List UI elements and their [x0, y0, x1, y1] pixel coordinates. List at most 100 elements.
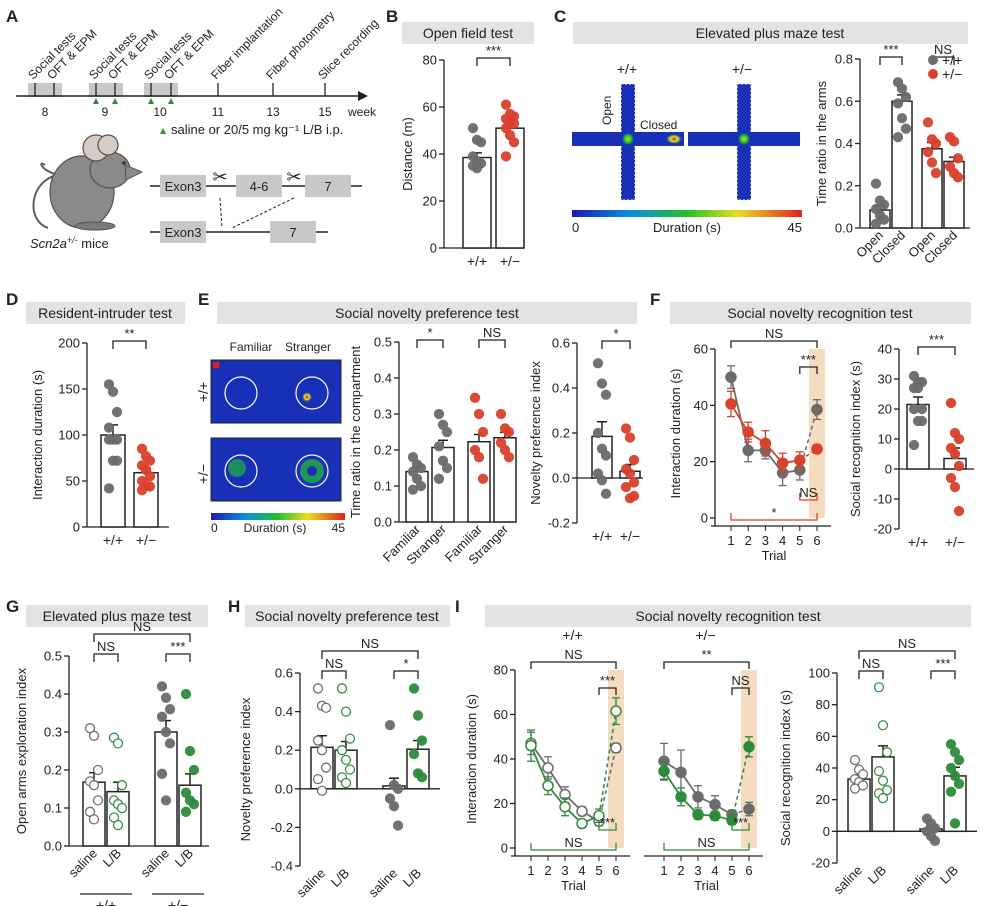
week-label: 8 — [42, 105, 49, 119]
heatmap-label-het: +/− — [732, 61, 752, 77]
title-bar-e: Social novelty preference test — [217, 302, 637, 324]
data-point — [952, 172, 964, 183]
data-point — [336, 745, 348, 756]
title-b: Open field test — [423, 25, 513, 41]
data-point — [953, 433, 965, 445]
title-i: Social novelty recognition test — [635, 608, 820, 624]
y-tick-label: 30 — [878, 372, 892, 387]
data-point — [628, 477, 640, 488]
mouse-illustration-icon — [32, 134, 144, 231]
chart-F2: -20 -10 0 10 20 30 40 Social recognition index … — [848, 332, 974, 550]
significance-label: *** — [486, 43, 501, 58]
x-tick-label: +/− — [500, 253, 520, 269]
data-point — [475, 137, 487, 148]
data-point — [892, 98, 904, 109]
data-point — [156, 768, 168, 779]
data-point — [416, 772, 428, 783]
y-tick-label: 60 — [694, 342, 708, 357]
data-point — [344, 733, 356, 744]
y-tick-label: 0.2 — [374, 443, 392, 458]
significance-label: *** — [733, 815, 748, 830]
y-tick-label: 40 — [878, 342, 892, 357]
data-point — [477, 426, 489, 438]
significance-label: *** — [600, 673, 615, 688]
data-point — [316, 785, 328, 796]
data-point — [949, 770, 961, 782]
x-tick-label: 3 — [561, 863, 568, 878]
data-point — [467, 122, 479, 134]
data-point — [92, 764, 104, 776]
chart-H: -0.4 -0.2 0.0 0.2 0.4 0.6 Novelty preference i… — [238, 636, 440, 901]
panel-label-g: G — [6, 597, 19, 616]
data-point — [576, 805, 588, 818]
x-axis-label: Trial — [694, 878, 719, 893]
significance-label: NS — [862, 656, 880, 671]
trial6-shade — [741, 670, 757, 848]
chart-I1: 0 20 40 60 80 Interaction duration (s) 1 2 3 4 5 6 T… — [464, 627, 630, 893]
legend-label: +/+ — [942, 52, 962, 68]
title-bar-g: Elevated plus maze test — [26, 605, 208, 627]
data-point — [949, 747, 961, 758]
y-axis-label: Novelty preference index — [528, 361, 543, 505]
y-tick-label: 80 — [816, 697, 830, 712]
week-label: 13 — [266, 105, 280, 119]
data-point — [433, 473, 445, 484]
data-point — [896, 83, 908, 94]
y-tick-label: 40 — [494, 752, 508, 767]
panel-label-d: D — [6, 290, 18, 309]
y-tick-label: 0.4 — [835, 136, 853, 151]
y-tick-label: 20 — [423, 194, 437, 209]
data-point — [742, 444, 754, 457]
bar — [154, 731, 178, 847]
y-tick-label: 60 — [423, 100, 437, 115]
legend-marker — [928, 69, 938, 79]
heatmap-label-familiar: Familiar — [230, 340, 273, 354]
data-point — [144, 471, 156, 482]
colorbar-max: 45 — [788, 220, 802, 235]
data-point — [878, 199, 890, 210]
data-point — [392, 820, 404, 831]
title-f: Social novelty recognition test — [727, 305, 912, 321]
data-point — [709, 798, 721, 811]
data-point — [412, 710, 424, 721]
data-point — [596, 378, 608, 389]
y-tick-label: 0.0 — [275, 781, 293, 796]
data-point — [388, 801, 400, 812]
mouse-caption-genotype: +/- — [67, 235, 78, 245]
epm-heatmap-het: +/− — [688, 61, 800, 201]
significance-label: ** — [124, 326, 134, 341]
legend-c: +/++/− — [928, 52, 962, 82]
data-point — [620, 481, 632, 493]
data-point — [908, 403, 920, 415]
panel-label-c: C — [554, 7, 566, 26]
data-point — [870, 218, 882, 229]
significance-label: NS — [483, 325, 501, 340]
significance-bracket — [858, 650, 956, 659]
week-label: 10 — [153, 105, 167, 119]
week-label: 11 — [212, 105, 225, 119]
y-tick-label: 0.2 — [44, 763, 62, 778]
significance-bracket — [930, 670, 956, 679]
y-tick-label: 0 — [73, 520, 80, 535]
data-point — [116, 802, 128, 814]
scissors-icon: ✂ — [286, 167, 301, 187]
injection-note: saline or 20/5 mg kg⁻¹ L/B i.p. — [171, 122, 343, 137]
y-tick-label: -0.4 — [271, 859, 293, 874]
data-point — [945, 786, 957, 797]
y-tick-label: 20 — [878, 402, 892, 417]
x-tick-label: 4 — [711, 863, 718, 878]
data-point — [469, 392, 481, 403]
data-point — [945, 472, 957, 484]
data-point — [873, 766, 885, 777]
data-point — [877, 792, 889, 804]
y-tick-label: 40 — [694, 398, 708, 413]
chart-I3: -20 0 20 40 60 80 100 Social recognition index … — [778, 636, 977, 897]
significance-label: NS — [361, 636, 379, 651]
title-bar-d: Resident-intruder test — [26, 302, 185, 324]
data-point — [320, 702, 332, 713]
data-point — [953, 505, 965, 517]
y-tick-label: 0.5 — [374, 335, 392, 350]
x-tick-label: saline — [293, 866, 328, 901]
title-e: Social novelty preference test — [335, 305, 519, 321]
